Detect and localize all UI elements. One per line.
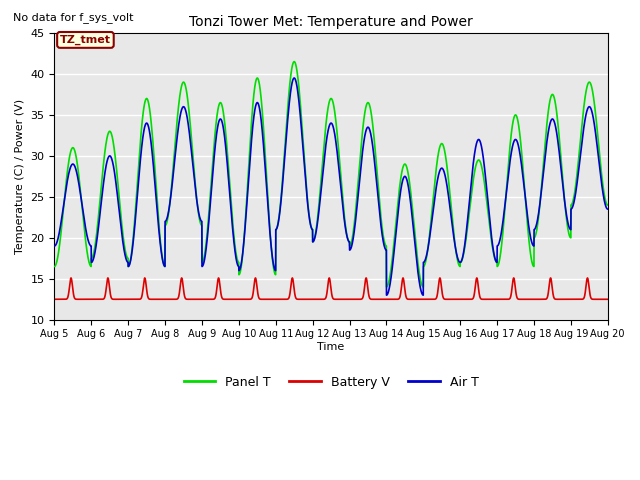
Legend: Panel T, Battery V, Air T: Panel T, Battery V, Air T xyxy=(179,371,483,394)
Y-axis label: Temperature (C) / Power (V): Temperature (C) / Power (V) xyxy=(15,99,25,254)
Text: No data for f_sys_volt: No data for f_sys_volt xyxy=(13,12,133,23)
Title: Tonzi Tower Met: Temperature and Power: Tonzi Tower Met: Temperature and Power xyxy=(189,15,473,29)
X-axis label: Time: Time xyxy=(317,342,345,352)
Text: TZ_tmet: TZ_tmet xyxy=(60,35,111,45)
